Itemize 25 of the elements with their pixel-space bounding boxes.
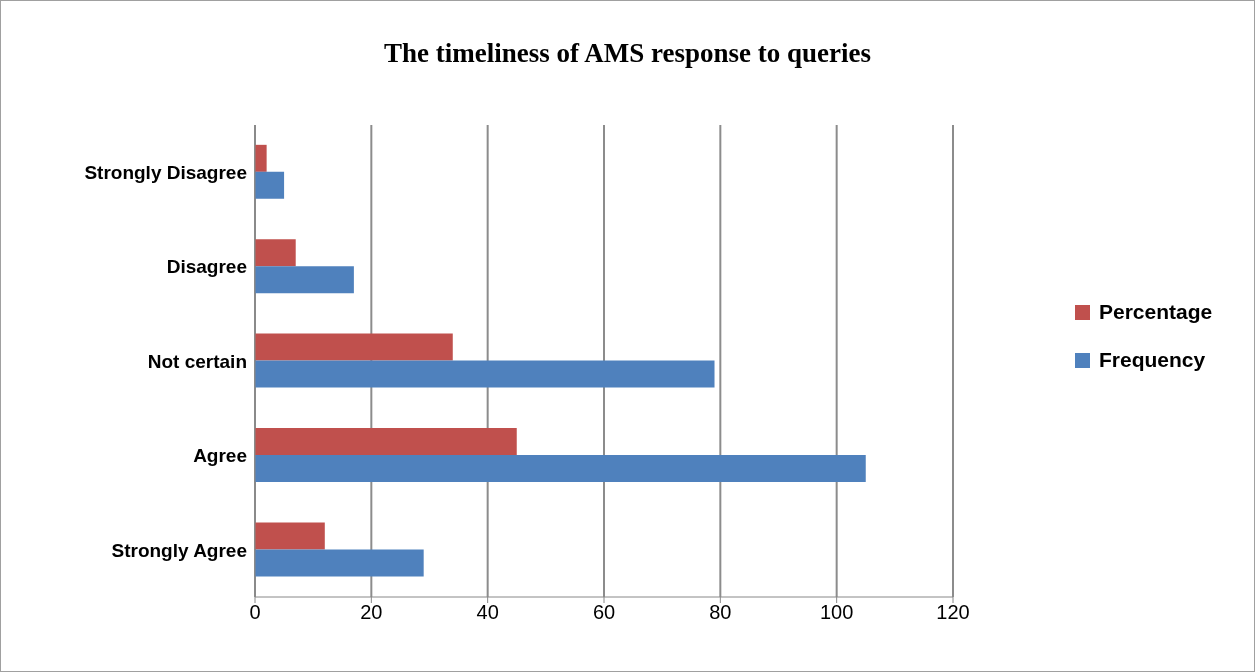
y-tick-label: Not certain xyxy=(147,350,247,372)
x-tick-label: 20 xyxy=(360,601,383,624)
bar xyxy=(255,455,866,483)
bar xyxy=(255,144,267,172)
bar xyxy=(255,171,285,199)
chart-title: The timeliness of AMS response to queries xyxy=(383,38,872,69)
x-tick-label: 60 xyxy=(592,601,616,624)
x-tick-label: 0 xyxy=(249,601,261,624)
y-tick-label: Agree xyxy=(193,445,247,467)
bar xyxy=(255,333,453,361)
bar xyxy=(255,239,296,267)
x-tick-label: 100 xyxy=(819,601,854,624)
bar xyxy=(255,522,325,550)
y-tick-label: Disagree xyxy=(166,256,247,278)
bar xyxy=(255,549,424,577)
x-tick-label: 80 xyxy=(709,601,732,624)
y-tick-label: Strongly Disagree xyxy=(84,161,247,183)
bar xyxy=(255,428,517,456)
x-tick-label: 40 xyxy=(476,601,499,624)
bar xyxy=(255,266,354,294)
bar xyxy=(255,360,715,388)
legend-label: Frequency xyxy=(1099,348,1206,372)
x-tick-label: 120 xyxy=(936,601,970,624)
y-tick-label: Strongly Agree xyxy=(111,539,247,561)
legend-label: Percentage xyxy=(1099,300,1213,324)
